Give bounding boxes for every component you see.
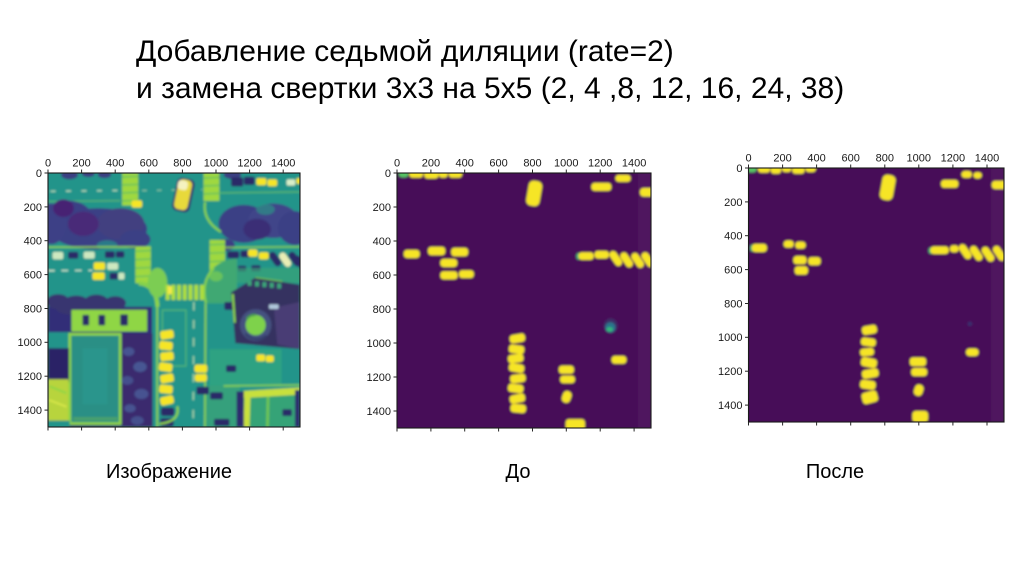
svg-text:200: 200 xyxy=(24,202,42,214)
svg-text:400: 400 xyxy=(456,158,474,170)
svg-text:800: 800 xyxy=(523,158,541,170)
svg-text:После: После xyxy=(806,461,864,483)
svg-text:400: 400 xyxy=(106,158,124,170)
svg-text:1200: 1200 xyxy=(237,158,261,170)
svg-text:1000: 1000 xyxy=(367,338,391,350)
svg-text:1400: 1400 xyxy=(718,400,742,412)
svg-text:1400: 1400 xyxy=(975,153,999,165)
svg-text:400: 400 xyxy=(807,153,825,165)
svg-text:0: 0 xyxy=(736,163,742,175)
svg-text:600: 600 xyxy=(24,270,42,282)
svg-text:200: 200 xyxy=(724,197,742,209)
svg-text:400: 400 xyxy=(24,236,42,248)
svg-text:400: 400 xyxy=(373,236,391,248)
svg-text:200: 200 xyxy=(773,153,791,165)
svg-text:600: 600 xyxy=(140,158,158,170)
svg-text:1200: 1200 xyxy=(588,158,612,170)
svg-text:1000: 1000 xyxy=(718,332,742,344)
svg-text:До: До xyxy=(506,461,531,483)
svg-text:600: 600 xyxy=(724,265,742,277)
svg-text:200: 200 xyxy=(422,158,440,170)
svg-text:Изображение: Изображение xyxy=(106,461,232,483)
svg-text:1200: 1200 xyxy=(718,366,742,378)
svg-text:200: 200 xyxy=(373,202,391,214)
svg-text:600: 600 xyxy=(373,270,391,282)
svg-text:200: 200 xyxy=(72,158,90,170)
svg-text:1400: 1400 xyxy=(271,158,295,170)
svg-text:800: 800 xyxy=(373,304,391,316)
svg-text:1000: 1000 xyxy=(907,153,931,165)
svg-text:1400: 1400 xyxy=(367,406,391,418)
svg-text:0: 0 xyxy=(745,153,751,165)
svg-text:600: 600 xyxy=(842,153,860,165)
svg-text:800: 800 xyxy=(724,298,742,310)
svg-text:800: 800 xyxy=(876,153,894,165)
svg-text:1400: 1400 xyxy=(18,405,42,417)
svg-text:800: 800 xyxy=(24,303,42,315)
svg-text:1400: 1400 xyxy=(622,158,646,170)
svg-text:0: 0 xyxy=(45,158,51,170)
svg-text:1000: 1000 xyxy=(554,158,578,170)
svg-text:0: 0 xyxy=(394,158,400,170)
svg-text:800: 800 xyxy=(173,158,191,170)
svg-text:1200: 1200 xyxy=(941,153,965,165)
svg-text:1200: 1200 xyxy=(18,371,42,383)
svg-text:1000: 1000 xyxy=(18,337,42,349)
svg-text:1200: 1200 xyxy=(367,372,391,384)
svg-text:0: 0 xyxy=(385,168,391,180)
svg-text:400: 400 xyxy=(724,231,742,243)
svg-text:0: 0 xyxy=(36,168,42,180)
svg-text:1000: 1000 xyxy=(204,158,228,170)
svg-text:600: 600 xyxy=(489,158,507,170)
